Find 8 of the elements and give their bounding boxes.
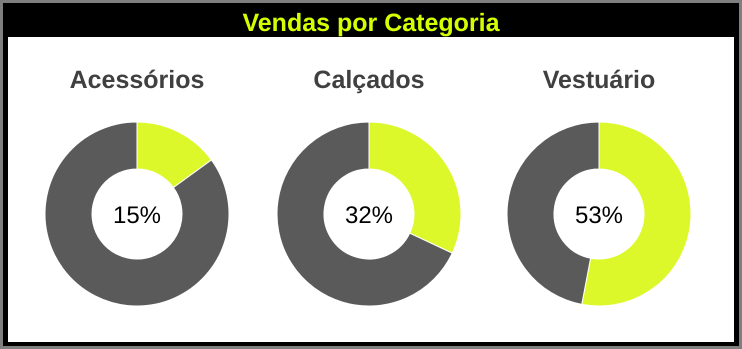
text: 53% (574, 202, 624, 229)
text: 32% (344, 202, 394, 229)
chart-title: Acessórios (70, 66, 204, 94)
chart-title: Vestuário (542, 66, 656, 94)
donut-slice (44, 122, 230, 306)
text: Vendas por Categoria (242, 9, 501, 37)
text: 15% (112, 202, 162, 229)
chart-title: Calçados (313, 66, 425, 94)
